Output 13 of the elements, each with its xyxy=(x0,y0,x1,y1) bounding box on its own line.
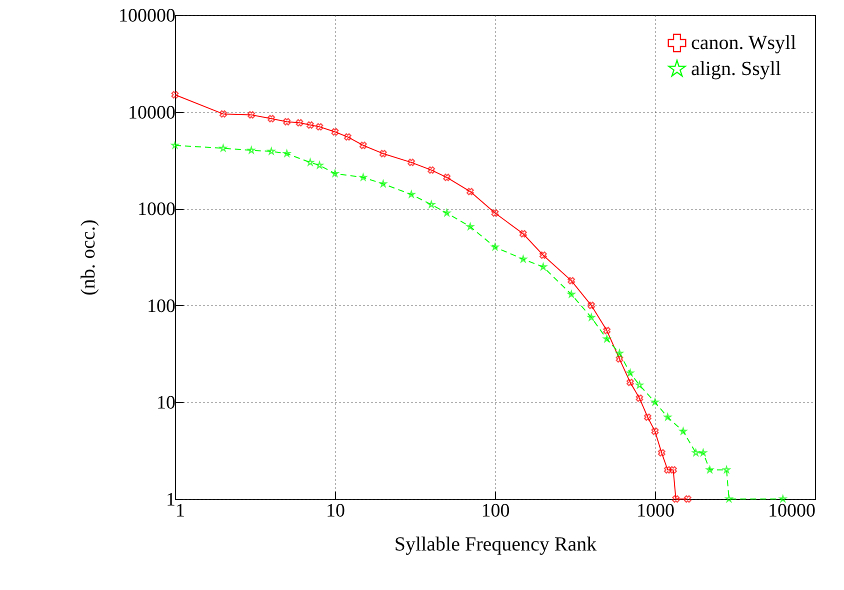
y-tick-label: 10 xyxy=(156,392,176,414)
y-axis-title: (nb. occ.) xyxy=(78,219,100,296)
x-tick-label: 1000 xyxy=(636,500,674,522)
x-axis-title: Syllable Frequency Rank xyxy=(394,534,597,556)
y-tick-label: 100000 xyxy=(118,6,176,26)
x-tick-label: 10000 xyxy=(768,500,816,522)
legend-label: align. Ssyll xyxy=(691,58,782,80)
x-tick-label: 10 xyxy=(326,500,345,522)
y-tick-label: 10000 xyxy=(128,102,176,124)
x-tick-label: 100 xyxy=(481,500,510,522)
y-tick-label: 1000 xyxy=(138,199,176,220)
legend-label: canon. Wsyll xyxy=(691,32,797,54)
y-tick-label: 100 xyxy=(147,296,176,317)
